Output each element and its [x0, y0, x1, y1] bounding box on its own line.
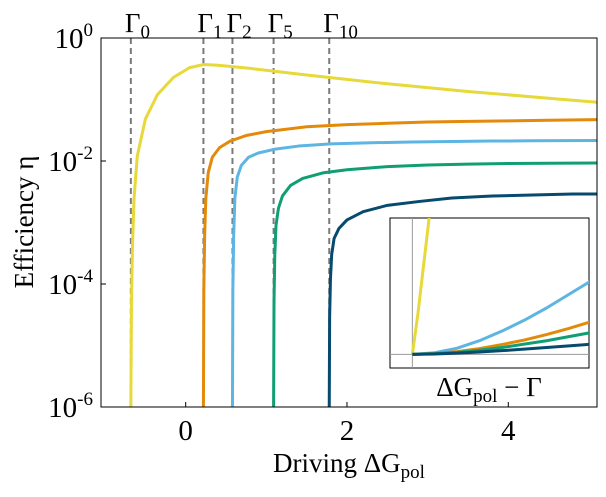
- series-line: [201, 118, 597, 407]
- y-tick-label: 100: [55, 20, 94, 55]
- x-tick-label: 4: [501, 415, 516, 447]
- series-line: [327, 192, 597, 407]
- y-axis-label: Efficiency η: [9, 156, 39, 289]
- threshold-lines: [129, 38, 331, 407]
- inset-series-line: [412, 342, 589, 356]
- x-axis-ticks: 0 2 4: [178, 402, 516, 447]
- threshold-label: Γ10: [323, 8, 358, 43]
- series-line: [272, 161, 597, 407]
- plot-frame: [100, 37, 598, 408]
- threshold-label: Γ1: [197, 8, 222, 43]
- y-tick-label: 10-4: [48, 266, 93, 301]
- x-tick-label: 2: [340, 415, 355, 447]
- y-tick-label: 10-2: [48, 143, 93, 178]
- inset-series-lines: [410, 218, 589, 356]
- series-lines: [129, 63, 597, 407]
- series-line: [230, 139, 597, 407]
- threshold-label: Γ0: [125, 8, 150, 43]
- threshold-label: Γ5: [268, 8, 293, 43]
- y-tick-label: 10-6: [48, 389, 93, 424]
- inset-series-line: [410, 218, 431, 355]
- series-line: [129, 63, 597, 407]
- x-tick-label: 0: [178, 415, 193, 447]
- inset-frame: [389, 217, 590, 369]
- threshold-label: Γ2: [226, 8, 251, 43]
- x-axis-label: Driving ΔGpol: [273, 448, 425, 483]
- y-axis-ticks: 100 10-2 10-4 10-6: [48, 20, 106, 424]
- threshold-labels: Γ0 Γ1 Γ2 Γ5 Γ10: [125, 8, 358, 43]
- inset-series-line: [412, 280, 589, 356]
- inset-x-axis-label: ΔGpol − Γ: [436, 372, 542, 407]
